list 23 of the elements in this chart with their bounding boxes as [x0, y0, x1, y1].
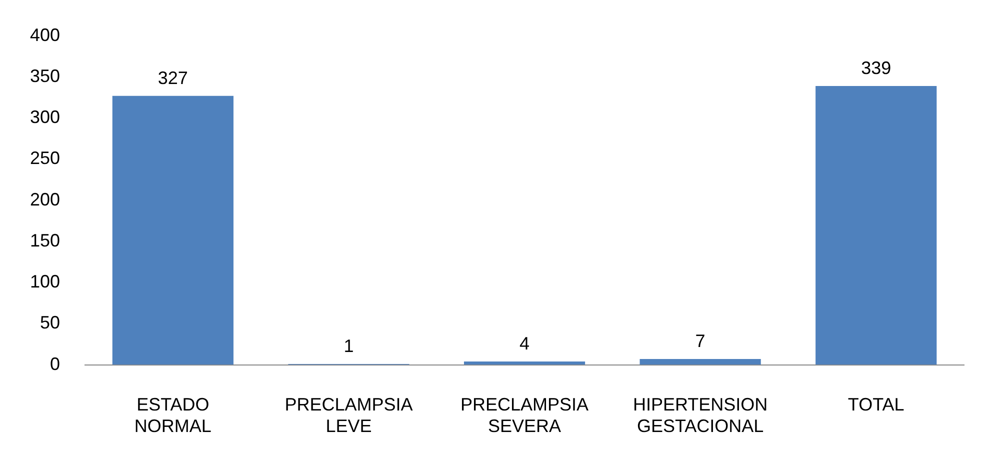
data-label: 7: [695, 331, 706, 352]
x-tick-label: ESTADO NORMAL: [134, 394, 212, 436]
y-tick-label: 250: [30, 148, 60, 168]
y-tick-label: 200: [30, 189, 60, 210]
y-tick-label: 0: [50, 354, 60, 374]
x-tick-label: HIPERTENSION GESTACIONAL: [632, 394, 768, 436]
bar: [816, 86, 937, 365]
bar: [112, 96, 234, 365]
data-label: 1: [344, 336, 354, 356]
bar: [640, 359, 761, 365]
x-tick-label: PRECLAMPSIA LEVE: [284, 394, 413, 436]
y-tick-label: 300: [30, 107, 60, 128]
x-tick-label: PRECLAMPSIA SEVERA: [460, 394, 589, 436]
y-tick-label: 100: [30, 272, 60, 292]
y-tick-label: 50: [40, 312, 60, 333]
y-tick-label: 150: [30, 230, 60, 250]
y-tick-label: 350: [30, 66, 60, 86]
bar: [464, 362, 586, 365]
x-tick-label: TOTAL: [848, 394, 904, 415]
data-label: 339: [861, 58, 892, 78]
data-label: 327: [158, 68, 188, 88]
y-tick-label: 400: [30, 24, 60, 45]
data-label: 4: [520, 333, 530, 354]
